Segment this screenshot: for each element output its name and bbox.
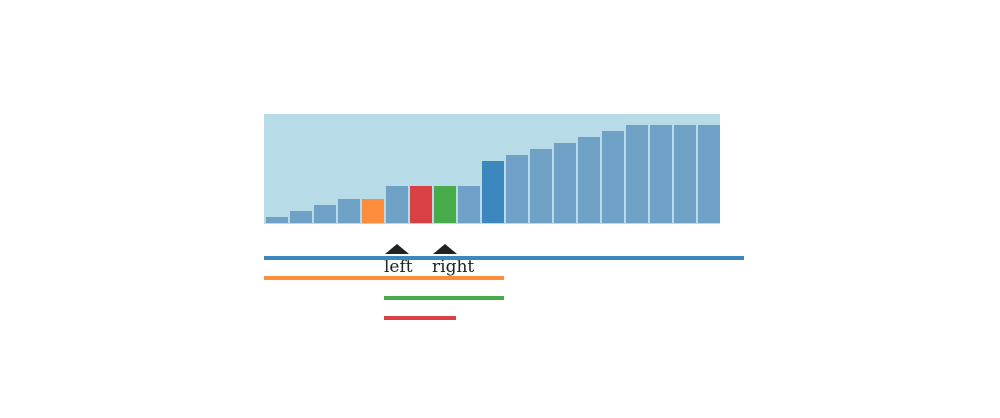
bar-7 — [434, 186, 456, 223]
bar-18 — [698, 125, 720, 223]
bar-2 — [314, 205, 336, 223]
bar-1 — [290, 211, 312, 223]
bar-3 — [338, 199, 360, 223]
bar-12 — [554, 143, 576, 223]
right-pointer-icon — [433, 244, 457, 254]
left-pointer-icon — [385, 244, 409, 254]
bar-13 — [578, 137, 600, 223]
blue-range — [264, 256, 744, 260]
left-pointer-label: left — [384, 257, 413, 277]
bar-11 — [530, 149, 552, 223]
bars-panel — [264, 114, 720, 224]
green-range — [384, 296, 504, 300]
bar-14 — [602, 131, 624, 223]
right-pointer-label: right — [432, 257, 475, 277]
red-range — [384, 316, 456, 320]
bar-0 — [266, 217, 288, 223]
orange-range — [264, 276, 504, 280]
bar-9 — [482, 161, 504, 223]
bar-4 — [362, 199, 384, 223]
bar-17 — [674, 125, 696, 223]
bar-15 — [626, 125, 648, 223]
bar-16 — [650, 125, 672, 223]
bar-10 — [506, 155, 528, 223]
bar-6 — [410, 186, 432, 223]
bar-5 — [386, 186, 408, 223]
bar-8 — [458, 186, 480, 223]
